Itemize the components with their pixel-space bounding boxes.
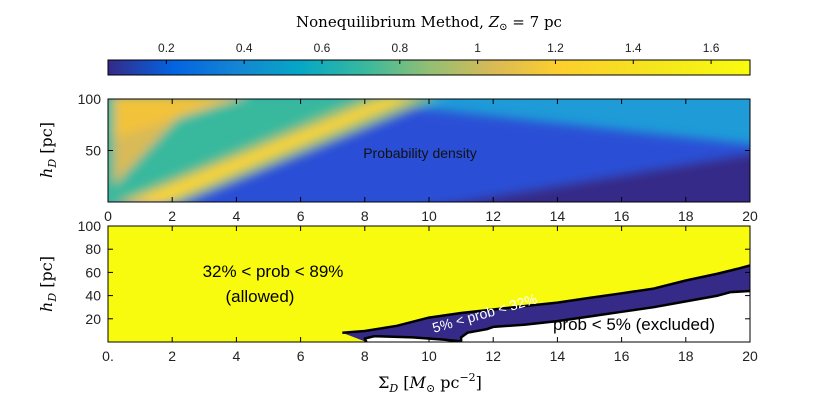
excluded-region — [364, 291, 750, 342]
x-tick-label: 6 — [297, 348, 305, 364]
colorbar-ticks: 0.2 0.4 0.6 0.8 1 1.2 1.4 1.6 — [158, 41, 720, 64]
density-ridge-peak — [142, 99, 403, 202]
x-tick-label: 14 — [550, 348, 566, 364]
x-tick-label: 6 — [297, 208, 305, 224]
density-top-band — [108, 99, 238, 140]
x-tick-label: 20 — [742, 348, 758, 364]
density-axis-ticks: 0 2 4 6 8 10 12 14 16 18 20 50 100 — [78, 91, 758, 224]
x-tick-label: 16 — [614, 348, 630, 364]
region-xlabel: ΣD [M⊙ pc−2] — [378, 371, 482, 395]
allowed-label-line1: 32% < prob < 89% — [203, 262, 344, 281]
x-tick-label: 4 — [233, 208, 241, 224]
x-tick-label: 12 — [485, 208, 501, 224]
colorbar-tick-label: 0.6 — [314, 41, 331, 55]
colorbar-tick-label: 0.2 — [158, 41, 175, 55]
y-tick-label: 40 — [85, 288, 101, 304]
xlabel-exp: −2 — [459, 371, 475, 384]
chart-title-tail: = 7 pc — [508, 13, 562, 31]
colorbar-gradient — [107, 59, 751, 76]
x-tick-label: 12 — [485, 348, 501, 364]
chart-title-main: Nonequilibrium Method, — [296, 13, 489, 31]
excluded-label: prob < 5% (excluded) — [553, 315, 715, 334]
colorbar-tick-label: 0.4 — [236, 41, 253, 55]
marginal-region — [342, 265, 750, 342]
x-tick-label: 0. — [102, 348, 114, 364]
colorbar-tick-label: 1.2 — [547, 41, 564, 55]
colorbar-tick-label: 0.8 — [391, 41, 408, 55]
colorbar-tick-label: 1.6 — [703, 41, 720, 55]
chart-title: Nonequilibrium Method, Z⊙ = 7 pc — [296, 13, 562, 33]
xlabel-close: ] — [476, 373, 482, 392]
region-axis-ticks: 0. 2 4 6 8 10 12 14 16 18 20 20 40 60 80 100 — [78, 218, 758, 364]
xlabel-sigma: Σ — [378, 373, 389, 392]
y-tick-label: 50 — [85, 143, 101, 159]
xlabel-mass: M — [409, 373, 427, 392]
density-ylabel-unit: [pc] — [37, 122, 56, 159]
y-tick-label: 60 — [85, 264, 101, 280]
y-tick-label: 100 — [78, 218, 102, 234]
xlabel-sigma-sub: D — [388, 382, 398, 395]
x-tick-label: 8 — [361, 208, 369, 224]
xlabel-mass-sub: ⊙ — [426, 382, 435, 395]
y-tick-label: 20 — [85, 311, 101, 327]
x-tick-label: 16 — [614, 208, 630, 224]
colorbar: 0.2 0.4 0.6 0.8 1 1.2 1.4 1.6 — [107, 41, 751, 76]
x-tick-label: 18 — [678, 208, 694, 224]
x-tick-label: 18 — [678, 348, 694, 364]
y-tick-label: 100 — [78, 91, 102, 107]
region-ylabel: hD [pc] — [37, 256, 59, 312]
x-tick-label: 8 — [361, 348, 369, 364]
allowed-label-line2: (allowed) — [226, 287, 295, 306]
region-ylabel-unit: [pc] — [37, 256, 56, 293]
x-tick-label: 20 — [742, 208, 758, 224]
x-tick-label: 2 — [168, 348, 176, 364]
region-ylabel-var: h — [37, 302, 56, 312]
colorbar-tick-label: 1.4 — [625, 41, 642, 55]
density-ylabel-sub: D — [46, 159, 59, 169]
x-tick-label: 2 — [168, 208, 176, 224]
x-tick-label: 10 — [421, 348, 437, 364]
xlabel-open: [ — [398, 373, 409, 392]
density-ylabel: hD [pc] — [37, 122, 59, 178]
density-low-zone — [458, 153, 750, 202]
chart-title-sub: ⊙ — [499, 22, 507, 33]
x-tick-label: 4 — [233, 348, 241, 364]
density-annotation: Probability density — [363, 145, 477, 161]
x-tick-label: 10 — [421, 208, 437, 224]
xlabel-unit: pc — [435, 373, 459, 392]
density-ylabel-var: h — [37, 168, 56, 178]
x-tick-label: 0 — [104, 208, 112, 224]
lower-boundary-line — [363, 289, 750, 342]
density-left-edge — [108, 99, 114, 202]
region-ylabel-sub: D — [46, 293, 59, 303]
y-tick-label: 80 — [85, 241, 101, 257]
chart-title-var: Z — [488, 13, 500, 31]
density-panel: Probability density 0 2 4 6 8 10 12 14 16 18 20 50 1… — [37, 91, 758, 224]
region-panel: 32% < prob < 89% (allowed) 5% < prob < 3… — [37, 218, 758, 395]
density-field — [108, 99, 750, 202]
colorbar-tick-label: 1 — [474, 41, 481, 55]
upper-boundary-line — [342, 264, 750, 334]
x-tick-label: 14 — [550, 208, 566, 224]
